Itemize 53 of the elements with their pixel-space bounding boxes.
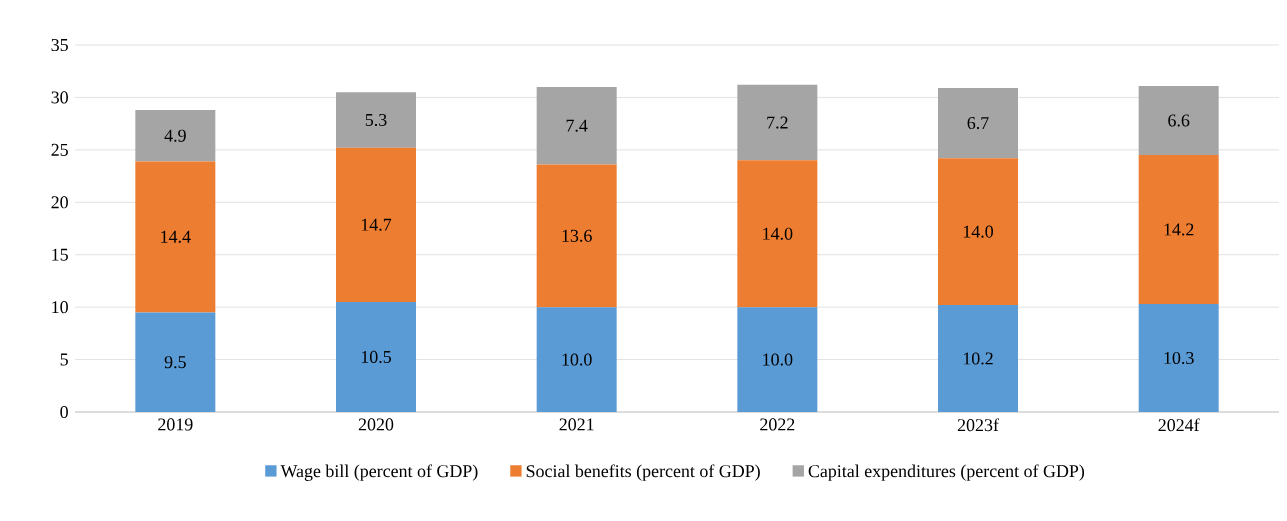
data-label: 10.5 [361, 350, 392, 364]
data-label: 7.2 [767, 116, 788, 129]
bar [135, 110, 216, 162]
bar [1138, 155, 1219, 304]
data-label: 4.9 [164, 129, 186, 142]
data-label: 6.7 [967, 117, 989, 130]
x-tick-label: 2020 [358, 418, 394, 431]
bar [336, 92, 417, 148]
bar [536, 307, 617, 412]
x-tick-label: 2023f [957, 418, 999, 432]
x-tick-label: 2019 [158, 418, 193, 431]
data-label: 14.2 [1164, 223, 1194, 236]
y-tick-label: 35 [51, 38, 68, 52]
bar [938, 305, 1019, 412]
bar [938, 87, 1019, 159]
y-tick-label: 25 [51, 143, 68, 156]
bar [938, 158, 1019, 306]
data-label: 10.3 [1164, 351, 1194, 365]
y-tick-label: 0 [60, 405, 68, 419]
bar [1138, 304, 1219, 412]
data-label: 14.4 [161, 230, 191, 243]
data-label: 10.0 [562, 353, 592, 366]
bar [536, 86, 617, 165]
y-tick-label: 20 [51, 196, 68, 209]
data-label: 14.0 [963, 225, 994, 238]
y-tick-label: 30 [51, 91, 68, 104]
data-label: 5.3 [365, 113, 387, 127]
y-tick-label: 10 [52, 301, 68, 314]
bar [536, 164, 617, 308]
x-tick-label: 2024f [1158, 418, 1200, 432]
x-tick-label: 2021 [559, 418, 594, 431]
bar [737, 84, 818, 161]
legend-label: Social benefits (percent of GDP) [526, 464, 760, 481]
x-tick-label: 2022 [760, 418, 795, 431]
bar [135, 312, 216, 412]
bar [1138, 85, 1219, 156]
bar [336, 301, 417, 412]
data-label: 10.2 [963, 352, 993, 365]
bar [135, 161, 216, 313]
bar [737, 307, 818, 412]
data-label: 13.6 [562, 229, 592, 242]
data-label: 7.4 [566, 119, 588, 132]
bar [737, 160, 818, 308]
y-tick-label: 15 [52, 248, 68, 261]
bar [336, 147, 417, 302]
y-tick-label: 5 [60, 353, 68, 366]
data-label: 6.6 [1168, 114, 1190, 127]
legend-label: Capital expenditures (percent of GDP) [808, 464, 1085, 481]
data-label: 10.0 [763, 353, 793, 366]
data-label: 9.5 [164, 356, 186, 369]
data-label: 14.7 [361, 218, 392, 231]
legend-label: Wage bill (percent of GDP) [280, 464, 478, 481]
data-label: 14.0 [763, 227, 793, 240]
